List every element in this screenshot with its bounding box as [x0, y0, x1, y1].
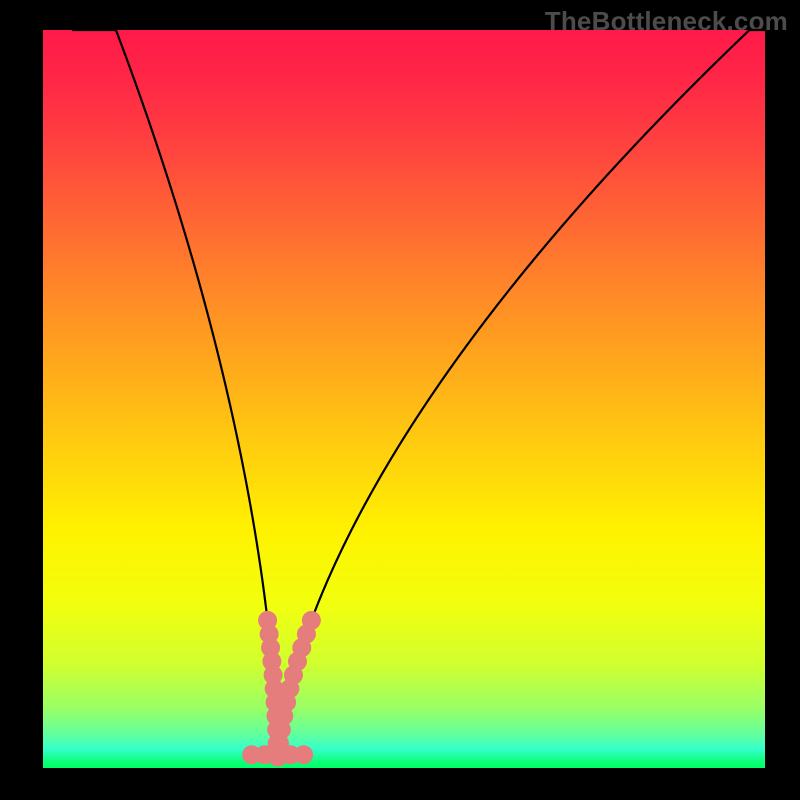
chart-container: TheBottleneck.com — [0, 0, 800, 800]
data-point — [294, 745, 313, 764]
bottleneck-curve-chart — [0, 0, 800, 800]
plot-background — [43, 30, 765, 768]
